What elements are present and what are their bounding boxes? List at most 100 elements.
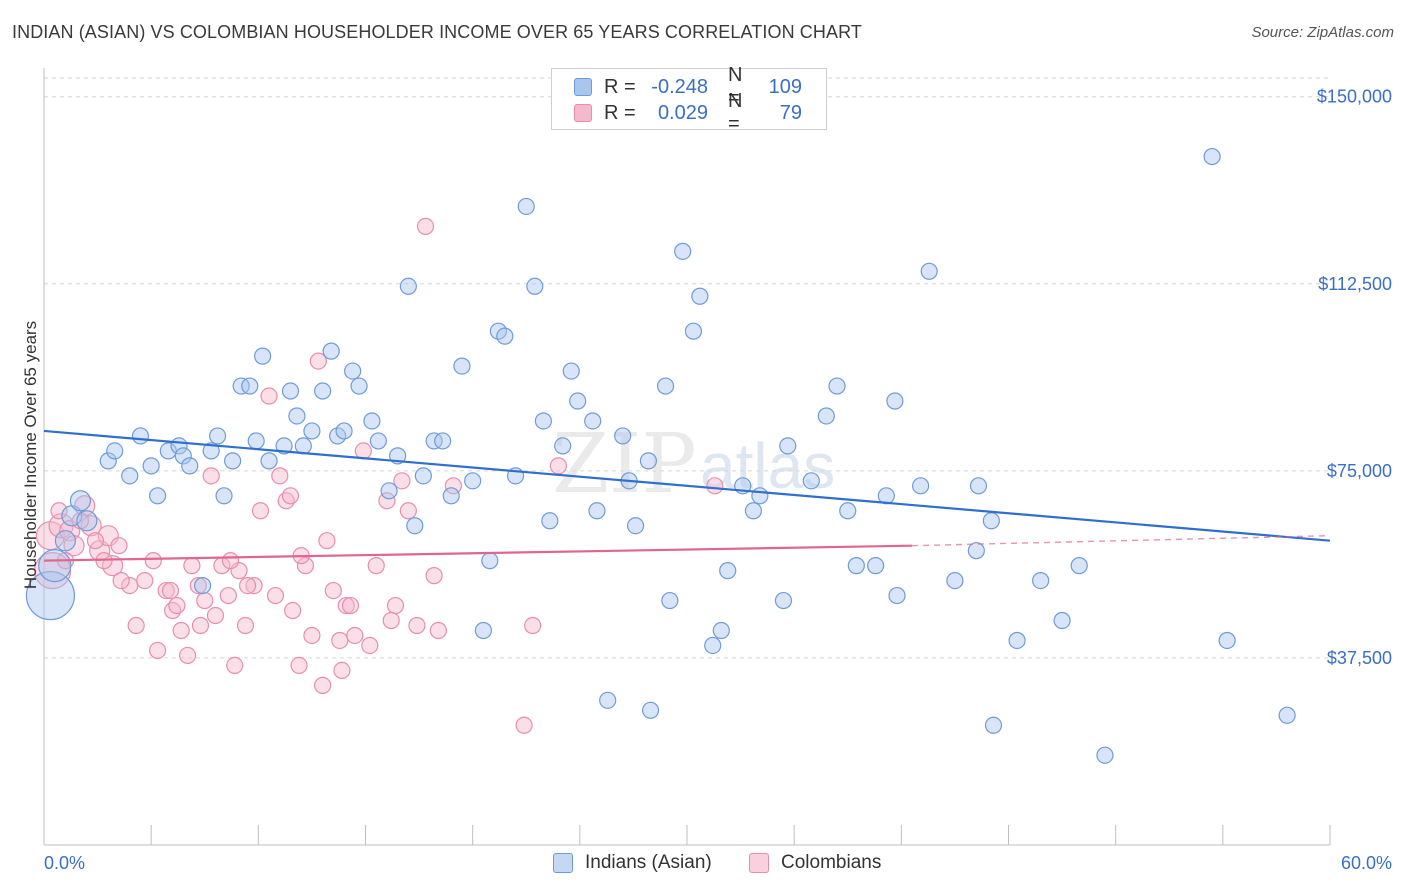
indian-point bbox=[562, 362, 580, 380]
indian-point bbox=[584, 412, 602, 430]
colombian-point bbox=[127, 616, 145, 635]
bottom-legend-colombians: Colombians bbox=[749, 852, 881, 874]
colombian-point bbox=[429, 621, 447, 640]
indian-point bbox=[661, 591, 679, 610]
indian-point bbox=[1096, 746, 1114, 764]
colombian-point bbox=[239, 576, 257, 595]
indian-point bbox=[275, 437, 293, 455]
bottom-swatch-blue bbox=[553, 853, 573, 873]
colombian-point bbox=[386, 596, 405, 615]
indian-point bbox=[691, 287, 709, 305]
indian-point bbox=[414, 467, 432, 485]
indian-point bbox=[920, 262, 938, 280]
indian-point bbox=[719, 562, 737, 580]
colombian-point bbox=[337, 596, 355, 615]
colombian-point bbox=[148, 641, 167, 660]
indian-point bbox=[54, 530, 77, 552]
y-tick-label: $75,000 bbox=[1327, 461, 1392, 481]
legend-n-value: 109 bbox=[768, 75, 802, 98]
colombian-point bbox=[284, 601, 302, 620]
indian-point bbox=[946, 572, 964, 590]
indian-point bbox=[839, 502, 857, 520]
colombian-point bbox=[706, 477, 724, 495]
indian-point bbox=[496, 327, 514, 345]
indian-point bbox=[76, 510, 98, 532]
indians-trend-line bbox=[43, 429, 1331, 542]
colombian-point bbox=[189, 576, 207, 595]
indian-point bbox=[1053, 611, 1071, 630]
colombian-point bbox=[296, 557, 315, 575]
axes bbox=[43, 68, 1331, 846]
bottom-legend-label: Indians (Asian) bbox=[585, 852, 712, 873]
colombian-point bbox=[226, 656, 244, 675]
colombian-point bbox=[354, 442, 372, 460]
indian-point bbox=[453, 357, 471, 375]
indian-point bbox=[241, 377, 259, 395]
indian-point bbox=[1008, 631, 1026, 650]
indian-point bbox=[464, 472, 482, 490]
indian-point bbox=[314, 382, 332, 400]
indian-point bbox=[322, 342, 340, 360]
colombian-point bbox=[157, 581, 175, 600]
indian-point bbox=[656, 377, 675, 395]
indian-point bbox=[541, 512, 559, 530]
bottom-legend-label: Colombians bbox=[781, 852, 882, 873]
colombian-point bbox=[367, 557, 385, 575]
indian-point bbox=[442, 487, 460, 505]
colombian-point bbox=[416, 217, 435, 236]
indian-point bbox=[912, 477, 930, 495]
source-credit: Source: ZipAtlas.com bbox=[1251, 24, 1394, 41]
indian-point bbox=[1278, 706, 1296, 724]
indian-point bbox=[828, 377, 846, 395]
colombian-point bbox=[245, 576, 263, 595]
legend-n-label: N = bbox=[728, 90, 743, 135]
colombians-trend-extension bbox=[912, 535, 1331, 547]
indian-point bbox=[588, 502, 606, 520]
correlation-legend: R = -0.248 N = 109 R = 0.029 N = 79 bbox=[551, 64, 827, 135]
colombian-point bbox=[183, 557, 201, 575]
colombian-point bbox=[524, 616, 542, 635]
colombian-point bbox=[333, 661, 351, 679]
indian-point bbox=[474, 621, 492, 640]
indian-point bbox=[599, 691, 617, 709]
indians-points bbox=[25, 147, 1296, 764]
indian-point bbox=[69, 490, 92, 512]
indian-point bbox=[215, 487, 233, 505]
legend-n-value: 79 bbox=[779, 101, 802, 124]
colombians-trend-line bbox=[43, 544, 913, 562]
colombian-point bbox=[346, 626, 364, 645]
x-tick-label: 0.0% bbox=[44, 853, 85, 873]
indian-point bbox=[1070, 557, 1088, 575]
colombian-point bbox=[50, 502, 68, 520]
indian-point bbox=[260, 452, 278, 470]
trend-lines bbox=[43, 429, 1331, 562]
indian-point bbox=[194, 576, 212, 595]
indian-point bbox=[867, 557, 885, 575]
indian-point bbox=[281, 382, 300, 400]
colombian-point bbox=[303, 626, 321, 645]
indian-point bbox=[712, 621, 730, 640]
colombian-point bbox=[341, 596, 360, 615]
indian-point bbox=[969, 477, 988, 495]
indian-point bbox=[639, 452, 658, 470]
colombian-point bbox=[314, 676, 332, 694]
colombian-point bbox=[309, 352, 327, 370]
indian-point bbox=[254, 347, 272, 365]
indian-point bbox=[288, 407, 306, 425]
colombian-point bbox=[196, 591, 214, 610]
indian-point bbox=[380, 482, 398, 500]
indian-point bbox=[684, 322, 703, 340]
legend-swatch-blue bbox=[574, 78, 592, 96]
legend-r-value: 0.029 bbox=[657, 101, 708, 124]
indian-point bbox=[481, 552, 499, 570]
indian-point bbox=[779, 437, 797, 455]
colombian-point bbox=[251, 502, 270, 520]
indian-point bbox=[517, 197, 535, 216]
colombian-point bbox=[281, 487, 300, 505]
indian-point bbox=[25, 570, 76, 621]
colombian-point bbox=[221, 552, 240, 570]
colombian-point bbox=[318, 532, 336, 550]
indian-point bbox=[751, 487, 769, 505]
colombian-point bbox=[136, 572, 154, 590]
